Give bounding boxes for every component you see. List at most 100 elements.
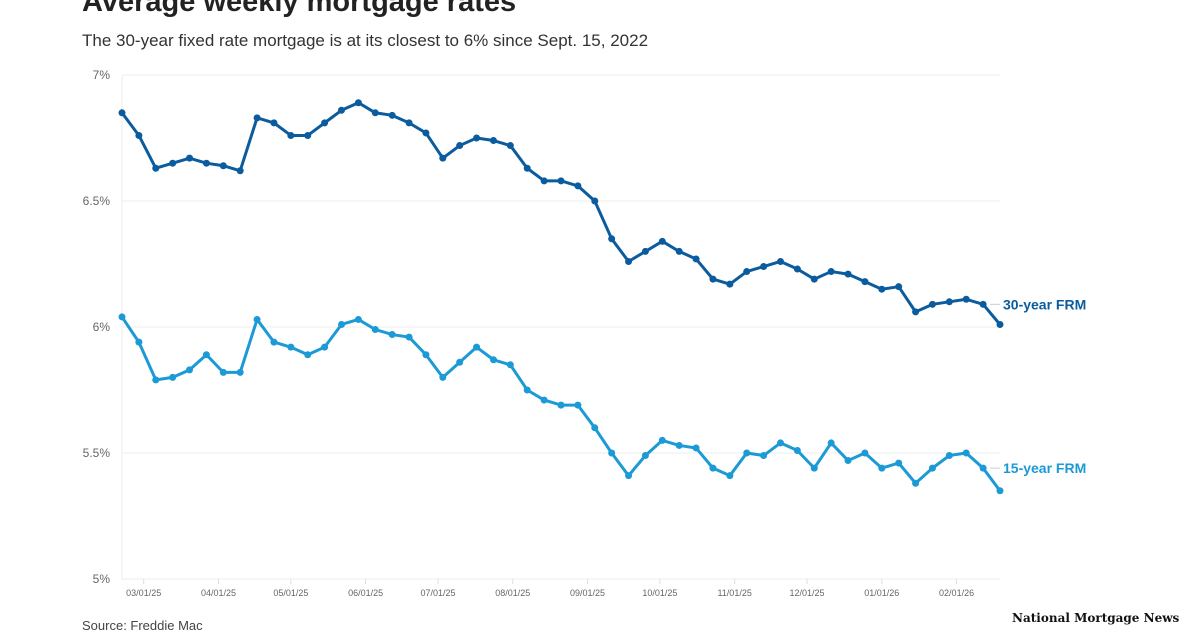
- x-tick-label: 03/01/25: [126, 588, 161, 598]
- data-point: [557, 401, 565, 409]
- data-point: [456, 142, 464, 150]
- x-tick-label: 04/01/25: [201, 588, 236, 598]
- data-point: [777, 257, 784, 265]
- data-point: [186, 154, 194, 162]
- data-point: [844, 457, 852, 465]
- data-point: [608, 235, 616, 243]
- data-point: [675, 441, 683, 449]
- data-point: [321, 343, 329, 351]
- data-point: [135, 131, 143, 139]
- data-point: [304, 351, 312, 359]
- data-point: [371, 326, 379, 334]
- data-point: [236, 368, 244, 376]
- data-point: [810, 464, 818, 472]
- data-point: [270, 338, 278, 346]
- data-point: [304, 131, 312, 139]
- source-note: Source: Freddie Mac: [82, 618, 203, 633]
- x-tick-label: 06/01/25: [348, 588, 383, 598]
- x-tick-label: 12/01/25: [790, 588, 825, 598]
- data-point: [709, 275, 717, 283]
- data-point: [338, 320, 345, 328]
- data-point: [861, 449, 869, 457]
- chart-subtitle: The 30-year fixed rate mortgage is at it…: [82, 31, 649, 50]
- data-point: [591, 197, 599, 205]
- data-point: [912, 479, 920, 487]
- series-label: 30-year FRM: [1003, 296, 1086, 312]
- data-point: [439, 373, 447, 381]
- data-point: [895, 283, 903, 291]
- data-point: [878, 464, 886, 472]
- data-point: [236, 167, 244, 175]
- data-point: [692, 255, 700, 263]
- data-point: [928, 300, 936, 308]
- y-tick-label: 7%: [93, 68, 111, 82]
- data-point: [760, 452, 768, 460]
- data-point: [388, 111, 396, 119]
- data-point: [270, 119, 278, 127]
- data-point: [422, 129, 430, 137]
- data-point: [523, 164, 531, 172]
- data-point: [878, 285, 886, 293]
- data-point: [506, 361, 514, 369]
- data-point: [743, 449, 751, 457]
- data-point: [641, 247, 649, 255]
- data-point: [625, 257, 633, 265]
- data-point: [827, 439, 835, 447]
- data-point: [354, 99, 362, 107]
- data-point: [338, 106, 345, 114]
- data-point: [169, 159, 177, 167]
- data-point: [861, 278, 869, 286]
- data-point: [422, 351, 430, 359]
- data-point: [641, 452, 649, 460]
- series-label: 15-year FRM: [1003, 460, 1086, 476]
- data-point: [574, 182, 582, 190]
- publisher-logo: National Mortgage News: [1012, 611, 1180, 625]
- data-point: [962, 449, 970, 457]
- x-tick-label: 11/01/25: [717, 588, 751, 598]
- data-point: [506, 142, 514, 150]
- data-point: [625, 472, 633, 480]
- chart-title: Average weekly mortgage rates: [82, 0, 517, 18]
- x-tick-label: 05/01/25: [273, 588, 308, 598]
- data-point: [169, 373, 177, 381]
- data-point: [489, 356, 497, 364]
- data-point: [743, 268, 751, 276]
- data-point: [928, 464, 936, 472]
- y-tick-label: 5.5%: [83, 446, 111, 460]
- data-point: [321, 119, 329, 127]
- data-point: [540, 177, 548, 185]
- data-point: [456, 358, 464, 366]
- data-point: [658, 237, 666, 245]
- data-point: [675, 247, 683, 255]
- data-point: [371, 109, 379, 117]
- data-point: [962, 295, 970, 303]
- data-point: [152, 376, 160, 384]
- y-tick-label: 6.5%: [83, 194, 111, 208]
- x-tick-label: 08/01/25: [495, 588, 530, 598]
- data-point: [253, 315, 261, 323]
- data-point: [186, 366, 194, 374]
- x-tick-label: 07/01/25: [420, 588, 455, 598]
- data-point: [658, 436, 666, 444]
- data-point: [439, 154, 447, 162]
- data-point: [844, 270, 852, 278]
- data-point: [726, 280, 734, 288]
- data-point: [405, 333, 413, 341]
- data-point: [810, 275, 818, 283]
- data-point: [540, 396, 548, 404]
- data-point: [709, 464, 717, 472]
- data-point: [473, 134, 481, 142]
- data-point: [219, 162, 227, 170]
- data-point: [895, 459, 903, 467]
- data-point: [354, 315, 362, 323]
- data-point: [135, 338, 143, 346]
- data-point: [405, 119, 413, 127]
- data-point: [996, 320, 1004, 328]
- data-point: [726, 472, 734, 480]
- x-tick-label: 01/01/26: [864, 588, 899, 598]
- data-point: [692, 444, 700, 452]
- data-point: [557, 177, 565, 185]
- data-point: [979, 464, 987, 472]
- data-point: [202, 159, 210, 167]
